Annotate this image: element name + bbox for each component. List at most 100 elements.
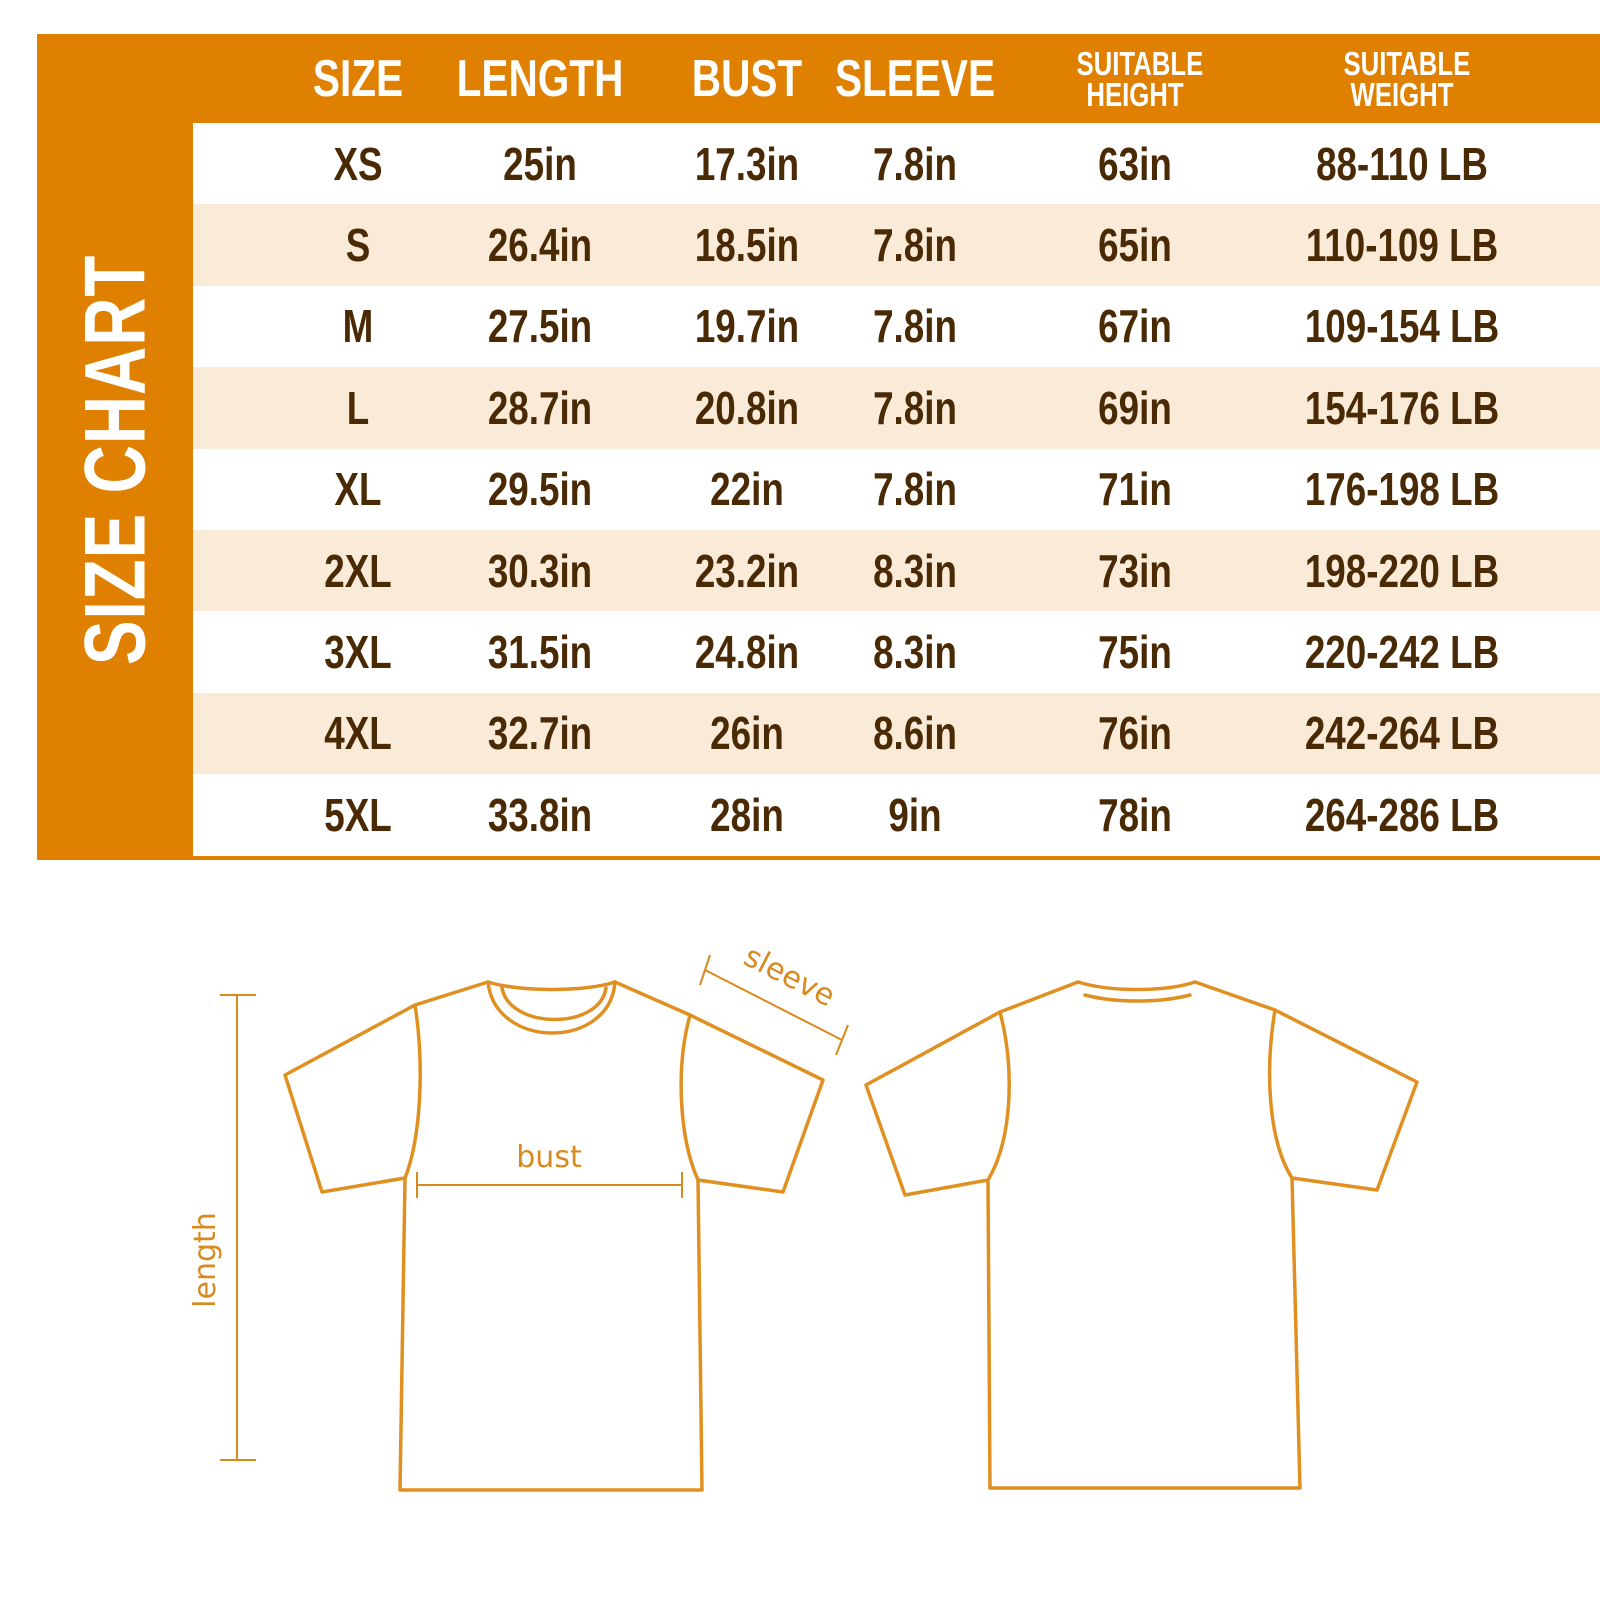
cell-height: 69in <box>1089 367 1181 448</box>
cell-value: 7.8in <box>873 463 957 516</box>
table-row: 2XL 30.3in 23.2in 8.3in 73in 198-220 LB <box>193 530 1600 612</box>
header-length: LENGTH <box>433 34 647 123</box>
cell-value: 220-242 LB <box>1304 626 1500 679</box>
cell-bust: 26in <box>701 693 793 774</box>
cell-value: 75in <box>1098 626 1172 679</box>
cell-value: 27.5in <box>487 300 593 353</box>
cell-weight: 220-242 LB <box>1281 611 1524 692</box>
cell-value: 88-110 LB <box>1316 137 1488 190</box>
cell-sleeve: 8.3in <box>863 530 968 611</box>
cell-value: L <box>346 381 370 434</box>
cell-length: 31.5in <box>475 611 605 692</box>
cell-sleeve: 7.8in <box>863 286 968 367</box>
cell-bust: 23.2in <box>682 530 812 611</box>
cell-weight: 242-264 LB <box>1281 693 1524 774</box>
cell-size: XS <box>327 123 388 204</box>
table-row: XS 25in 17.3in 7.8in 63in 88-110 LB <box>193 123 1600 205</box>
cell-size: L <box>344 367 372 448</box>
cell-weight: 88-110 LB <box>1295 123 1510 204</box>
cell-value: 67in <box>1098 300 1172 353</box>
cell-value: 7.8in <box>873 219 957 272</box>
cell-value: 28in <box>710 788 784 841</box>
cell-value: 4XL <box>324 707 392 760</box>
cell-value: 18.5in <box>694 219 800 272</box>
cell-length: 28.7in <box>475 367 605 448</box>
cell-value: 30.3in <box>487 544 593 597</box>
header-sleeve: SLEEVE <box>812 34 1017 123</box>
cell-value: 65in <box>1098 219 1172 272</box>
cell-bust: 18.5in <box>682 204 812 285</box>
cell-height: 67in <box>1089 286 1181 367</box>
cell-size: 3XL <box>316 611 400 692</box>
cell-bust: 24.8in <box>682 611 812 692</box>
cell-value: 264-286 LB <box>1304 788 1500 841</box>
table-row: M 27.5in 19.7in 7.8in 67in 109-154 LB <box>193 285 1600 368</box>
cell-sleeve: 8.3in <box>863 611 968 692</box>
cell-value: 69in <box>1098 381 1172 434</box>
cell-value: 73in <box>1098 544 1172 597</box>
front-shirt-outline <box>283 980 825 1492</box>
cell-sleeve: 7.8in <box>863 123 968 204</box>
cell-length: 27.5in <box>475 286 605 367</box>
cell-size: XL <box>329 449 388 530</box>
size-table: XS 25in 17.3in 7.8in 63in 88-110 LB S 26.4in 18.… <box>193 123 1600 856</box>
cell-value: 28.7in <box>487 381 593 434</box>
table-row: XL 29.5in 22in 7.8in 71in 176-198 LB <box>193 448 1600 530</box>
cell-value: 17.3in <box>694 137 800 190</box>
cell-value: 19.7in <box>694 300 800 353</box>
cell-size: 4XL <box>316 693 400 774</box>
cell-value: 63in <box>1098 137 1172 190</box>
cell-size: 2XL <box>316 530 400 611</box>
cell-value: 33.8in <box>487 788 593 841</box>
cell-sleeve: 7.8in <box>863 367 968 448</box>
cell-value: 20.8in <box>694 381 800 434</box>
cell-weight: 176-198 LB <box>1281 449 1524 530</box>
cell-value: 7.8in <box>873 137 957 190</box>
cell-value: 198-220 LB <box>1304 544 1500 597</box>
cell-height: 73in <box>1089 530 1181 611</box>
cell-bust: 22in <box>701 449 793 530</box>
table-row: 4XL 32.7in 26in 8.6in 76in 242-264 LB <box>193 692 1600 775</box>
cell-height: 71in <box>1089 449 1181 530</box>
cell-value: 3XL <box>324 626 392 679</box>
sleeve-label: sleeve <box>738 939 840 1014</box>
cell-value: 76in <box>1098 707 1172 760</box>
table-row: 3XL 31.5in 24.8in 8.3in 75in 220-242 LB <box>193 611 1600 693</box>
header-label: SIZE <box>312 49 404 108</box>
cell-sleeve: 7.8in <box>863 204 968 285</box>
cell-weight: 109-154 LB <box>1281 286 1524 367</box>
back-shirt-outline <box>864 980 1419 1490</box>
cell-length: 29.5in <box>475 449 605 530</box>
length-label: length <box>188 1212 223 1308</box>
bust-label: bust <box>516 1140 582 1175</box>
cell-value: 176-198 LB <box>1304 463 1500 516</box>
table-row: 5XL 33.8in 28in 9in 78in 264-286 LB <box>193 774 1600 856</box>
cell-weight: 110-109 LB <box>1282 204 1522 285</box>
cell-bust: 28in <box>701 774 793 855</box>
cell-value: 5XL <box>324 788 392 841</box>
cell-value: 110-109 LB <box>1305 219 1499 272</box>
cell-value: 23.2in <box>694 544 800 597</box>
cell-value: 26in <box>710 707 784 760</box>
cell-length: 30.3in <box>475 530 605 611</box>
cell-bust: 19.7in <box>682 286 812 367</box>
cell-value: 154-176 LB <box>1304 381 1500 434</box>
cell-size: M <box>339 286 377 367</box>
cell-value: 78in <box>1098 788 1172 841</box>
header-height: SUITABLE HEIGHT <box>1060 34 1210 123</box>
cell-value: 8.3in <box>873 626 957 679</box>
cell-length: 32.7in <box>475 693 605 774</box>
cell-value: M <box>342 300 374 353</box>
cell-bust: 17.3in <box>682 123 812 204</box>
table-header: SIZE LENGTH BUST SLEEVE SUITABLE HEIGHT SUITA… <box>193 34 1600 123</box>
cell-height: 75in <box>1089 611 1181 692</box>
header-label: SUITABLE WEIGHT <box>1343 44 1471 113</box>
chart-title: SIZE CHART <box>67 254 164 666</box>
cell-sleeve: 9in <box>882 774 948 855</box>
cell-height: 63in <box>1089 123 1181 204</box>
cell-value: 7.8in <box>873 300 957 353</box>
cell-value: 8.6in <box>873 707 957 760</box>
cell-size: S <box>343 204 374 285</box>
cell-value: XL <box>334 463 382 516</box>
cell-height: 76in <box>1089 693 1181 774</box>
